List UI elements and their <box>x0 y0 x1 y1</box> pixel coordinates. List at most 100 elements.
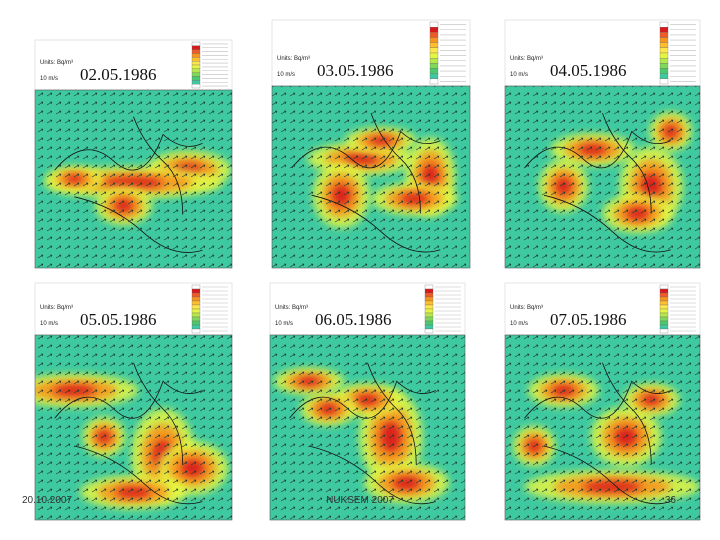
legend-swatch <box>191 49 201 54</box>
legend-swatch <box>424 300 434 306</box>
legend-swatch <box>191 284 201 290</box>
legend-swatch <box>659 47 669 54</box>
legend-swatch <box>191 308 201 314</box>
map-frame <box>34 89 233 269</box>
page-number: 36 <box>665 495 677 506</box>
map-panel: Units: Bq/m³ 10 m/s 04.05.1986 <box>504 19 701 269</box>
wind-arrows <box>35 335 232 520</box>
legend-swatch <box>429 37 439 43</box>
date-label: 03.05.1986 <box>317 61 394 80</box>
legend-swatch <box>429 42 439 48</box>
scale-label: 10 m/s <box>275 321 293 327</box>
map <box>35 335 232 520</box>
map <box>505 86 700 268</box>
legend-swatch <box>659 324 669 330</box>
wind-arrows <box>505 86 700 268</box>
legend-swatch <box>659 21 669 28</box>
legend-swatch <box>659 63 669 69</box>
footer-title: NUKSEM 2007 <box>326 495 394 506</box>
legend-swatch <box>659 304 669 310</box>
legend-swatch <box>191 316 201 322</box>
map-frame <box>34 334 233 521</box>
wind-arrows <box>272 86 470 268</box>
legend-swatch <box>429 21 439 28</box>
legend-swatch <box>429 27 439 33</box>
legend-swatch <box>429 52 439 59</box>
map <box>35 90 232 268</box>
map-panel: Units: Bq/m³ 10 m/s 03.05.1986 <box>271 19 471 269</box>
legend-swatch <box>191 53 201 58</box>
legend-swatch <box>191 57 201 62</box>
legend-swatch <box>424 292 434 298</box>
legend-swatch <box>429 47 439 54</box>
legend-swatch <box>424 320 434 326</box>
units-label: Units: Bq/m³ <box>275 305 308 311</box>
legend-swatch <box>424 312 434 318</box>
legend-swatch <box>659 37 669 43</box>
legend-swatch <box>429 58 439 64</box>
scale-label: 10 m/s <box>510 321 528 327</box>
legend-swatch <box>659 78 669 85</box>
legend-swatch <box>429 68 439 74</box>
date-label: 07.05.1986 <box>550 310 627 329</box>
legend-swatch <box>191 84 201 89</box>
legend-swatch <box>429 63 439 69</box>
wind-arrows <box>35 90 232 268</box>
units-label: Units: Bq/m³ <box>40 60 73 66</box>
legend-swatch <box>191 41 201 46</box>
legend-swatch <box>424 296 434 302</box>
legend-swatch <box>659 52 669 59</box>
legend-swatch <box>191 72 201 77</box>
map-frame <box>504 334 701 521</box>
legend-swatch <box>659 284 669 290</box>
scale-label: 10 m/s <box>277 72 295 78</box>
legend-swatch <box>191 324 201 330</box>
legend-swatch <box>191 80 201 85</box>
legend-swatch <box>659 312 669 318</box>
legend-swatch <box>659 58 669 64</box>
legend-swatch <box>191 292 201 298</box>
units-label: Units: Bq/m³ <box>510 305 543 311</box>
map-frame <box>269 334 466 521</box>
wind-arrows <box>505 335 700 520</box>
legend-swatch <box>191 45 201 50</box>
legend-swatch <box>191 68 201 73</box>
legend-swatch <box>424 328 434 334</box>
footer-date: 20.10.2007 <box>22 495 72 506</box>
legend-swatch <box>659 296 669 302</box>
map-panel: Units: Bq/m³ 10 m/s 02.05.1986 <box>34 39 233 269</box>
legend-swatch <box>659 328 669 334</box>
legend-swatch <box>659 68 669 74</box>
scale-label: 10 m/s <box>510 72 528 78</box>
map <box>270 335 465 520</box>
legend-swatch <box>659 27 669 33</box>
date-label: 02.05.1986 <box>80 65 157 84</box>
wind-arrows <box>270 335 465 520</box>
legend-swatch <box>659 292 669 298</box>
map-panel: Units: Bq/m³ 10 m/s 06.05.1986 <box>269 282 466 521</box>
legend-swatch <box>191 61 201 66</box>
legend-swatch <box>424 316 434 322</box>
legend-swatch <box>191 76 201 81</box>
legend-swatch <box>191 288 201 294</box>
units-label: Units: Bq/m³ <box>40 305 73 311</box>
legend-swatch <box>659 300 669 306</box>
legend-swatch <box>429 73 439 79</box>
legend-swatch <box>191 304 201 310</box>
map-frame <box>504 85 701 269</box>
legend-swatch <box>191 64 201 69</box>
legend-swatch <box>191 300 201 306</box>
map <box>272 86 470 268</box>
legend-swatch <box>429 78 439 85</box>
units-label: Units: Bq/m³ <box>510 56 543 62</box>
date-label: 05.05.1986 <box>80 310 157 329</box>
legend-swatch <box>659 288 669 294</box>
legend-swatch <box>659 73 669 79</box>
legend-swatch <box>659 308 669 314</box>
legend-swatch <box>191 320 201 326</box>
scale-label: 10 m/s <box>40 76 58 82</box>
legend-swatch <box>424 284 434 290</box>
legend-swatch <box>424 288 434 294</box>
map-frame <box>271 85 471 269</box>
